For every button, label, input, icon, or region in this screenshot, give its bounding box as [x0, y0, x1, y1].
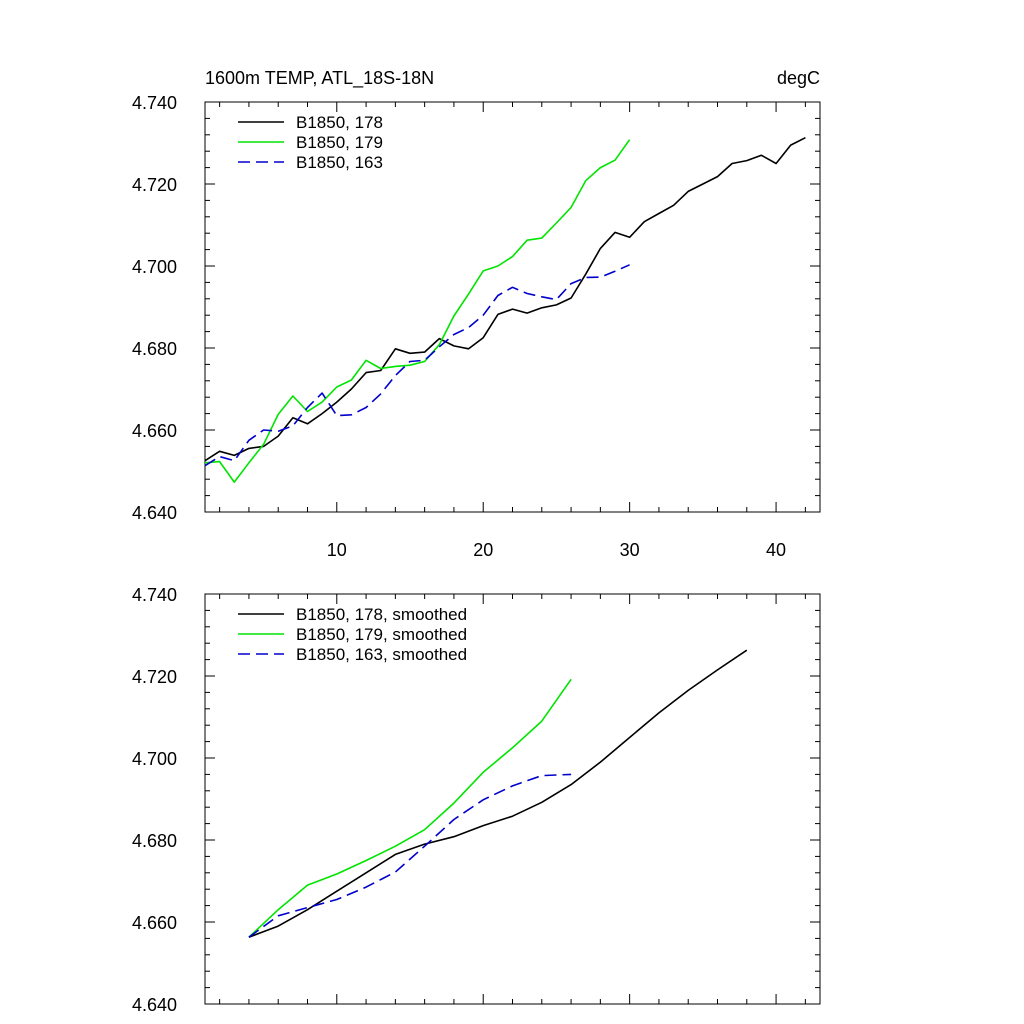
y-tick-label: 4.680: [132, 831, 177, 851]
x-tick-label: 10: [327, 540, 347, 560]
legend-label: B1850, 179: [296, 133, 383, 152]
series-line-1: [248, 678, 572, 938]
series-line-0: [248, 649, 748, 938]
legend-label: B1850, 163: [296, 153, 383, 172]
y-tick-label: 4.640: [132, 503, 177, 523]
y-tick-label: 4.740: [132, 93, 177, 113]
y-tick-label: 4.700: [132, 749, 177, 769]
legend-label: B1850, 163, smoothed: [296, 645, 467, 664]
y-tick-label: 4.740: [132, 585, 177, 605]
x-tick-label: 40: [766, 540, 786, 560]
y-tick-label: 4.700: [132, 257, 177, 277]
legend-label: B1850, 178: [296, 113, 383, 132]
series-line-0: [204, 136, 806, 462]
y-tick-label: 4.680: [132, 339, 177, 359]
series-line-2: [204, 264, 630, 467]
legend-label: B1850, 178, smoothed: [296, 605, 467, 624]
units-label: degC: [777, 68, 820, 88]
top-panel: 4.640 4.660 4.680 4.700 4.720 4.740 10 20 30 40 16…: [132, 68, 821, 560]
y-tick-label: 4.720: [132, 175, 177, 195]
y-tick-label: 4.640: [132, 995, 177, 1015]
series-line-1: [204, 139, 631, 483]
bottom-panel: 4.640 4.660 4.680 4.700 4.720 4.740 B1850, 178…: [132, 585, 821, 1015]
x-tick-label: 30: [620, 540, 640, 560]
legend-label: B1850, 179, smoothed: [296, 625, 467, 644]
y-tick-label: 4.720: [132, 667, 177, 687]
y-tick-label: 4.660: [132, 913, 177, 933]
y-tick-label: 4.660: [132, 421, 177, 441]
chart-title: 1600m TEMP, ATL_18S-18N: [205, 68, 434, 89]
x-tick-label: 20: [473, 540, 493, 560]
series-line-2: [248, 773, 572, 938]
